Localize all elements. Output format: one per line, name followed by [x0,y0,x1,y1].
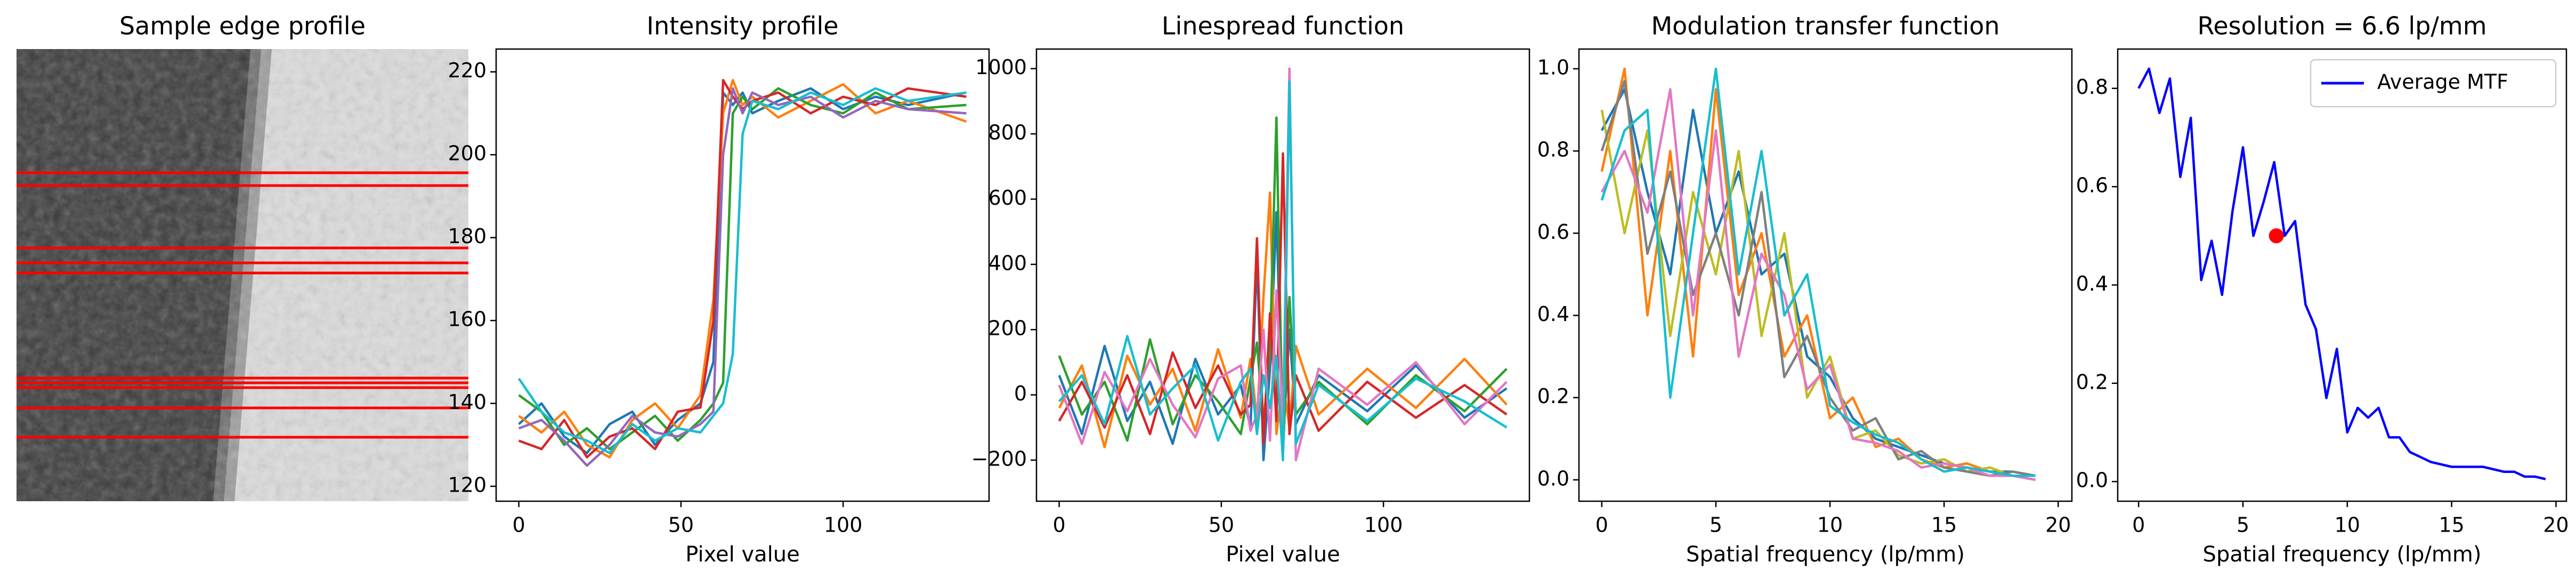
y-tick-label: 600 [988,186,1027,210]
x-tick-label: 10 [2335,513,2360,537]
y-tick-label: 120 [448,473,487,497]
x-tick-label: 50 [668,513,694,537]
y-tick-label: 0.4 [2076,272,2108,295]
y-tick-label: 0.0 [2076,469,2108,492]
y-tick-label: 0.2 [2076,370,2108,394]
data-line [1600,67,2036,477]
x-tick-label: 10 [1817,513,1843,537]
sample-lines [17,171,468,439]
axes-frame [2117,48,2567,502]
plot-area [2137,67,2546,480]
y-tick-label: 400 [988,251,1027,275]
y-tick-label: 220 [448,59,487,82]
y-tick-label: 800 [988,121,1027,145]
y-tick-label: 1000 [975,55,1027,79]
y-tick-label: 200 [988,317,1027,340]
axes-frame [495,48,990,502]
x-tick-label: 5 [1710,513,1722,537]
x-tick-label: 15 [1931,513,1957,537]
x-tick-label: 0 [1053,513,1066,537]
panel-title: Resolution = 6.6 lp/mm [2197,12,2486,41]
x-tick-label: 20 [2543,513,2569,537]
y-tick-label: 0.4 [1537,302,1569,326]
data-line [1600,67,2036,477]
plot-area [1058,67,1508,462]
x-axis-label: Pixel value [685,542,800,567]
x-tick-label: 0 [1595,513,1608,537]
image-grain [17,49,468,501]
y-tick-label: 180 [448,224,487,248]
y-tick-label: 160 [448,308,487,331]
panel-title: Intensity profile [646,12,838,41]
x-tick-label: 50 [1209,513,1234,537]
x-axis-label: Spatial frequency (lp/mm) [1686,542,1965,567]
data-line [1058,67,1508,462]
data-line [518,79,967,459]
axes-frame [1578,48,2073,502]
data-line [1058,152,1508,445]
edge-image [17,49,468,501]
data-line [1600,79,2036,477]
legend-box [2310,59,2557,108]
data-line [2137,67,2546,480]
y-tick-label: 0.6 [1537,220,1569,244]
resolution-point [2269,228,2284,244]
x-tick-label: 5 [2237,513,2249,537]
panel-title: Sample edge profile [119,12,366,41]
x-axis-label: Pixel value [1226,542,1340,567]
data-line [1058,80,1508,462]
plot-area [1600,67,2036,481]
legend-label: Average MTF [2377,70,2508,94]
x-tick-label: 100 [824,513,863,537]
y-tick-label: 0.8 [2076,75,2108,99]
y-tick-label: 0.2 [1537,384,1569,408]
y-tick-label: −200 [971,447,1027,470]
data-line [518,87,967,467]
y-tick-label: 140 [448,390,487,414]
x-tick-label: 15 [2439,513,2464,537]
data-line [1600,109,2036,481]
y-tick-label: 200 [448,142,487,165]
axes-frame [1035,48,1530,502]
x-tick-label: 0 [2132,513,2145,537]
x-tick-label: 100 [1364,513,1403,537]
y-tick-label: 0.0 [1537,467,1569,490]
panel-title: Linespread function [1162,12,1404,41]
data-line [1600,88,2036,477]
data-line [1600,88,2036,481]
y-tick-label: 1.0 [1537,56,1569,79]
y-tick-label: 0.8 [1537,138,1569,162]
data-line [517,87,967,455]
data-line [518,87,967,451]
panel-title: Modulation transfer function [1651,12,1999,41]
plot-area [517,79,967,467]
x-tick-label: 0 [513,513,525,537]
x-axis-label: Spatial frequency (lp/mm) [2203,542,2482,567]
y-tick-label: 0 [1014,382,1027,405]
x-tick-label: 20 [2045,513,2071,537]
y-tick-label: 0.6 [2076,174,2108,197]
